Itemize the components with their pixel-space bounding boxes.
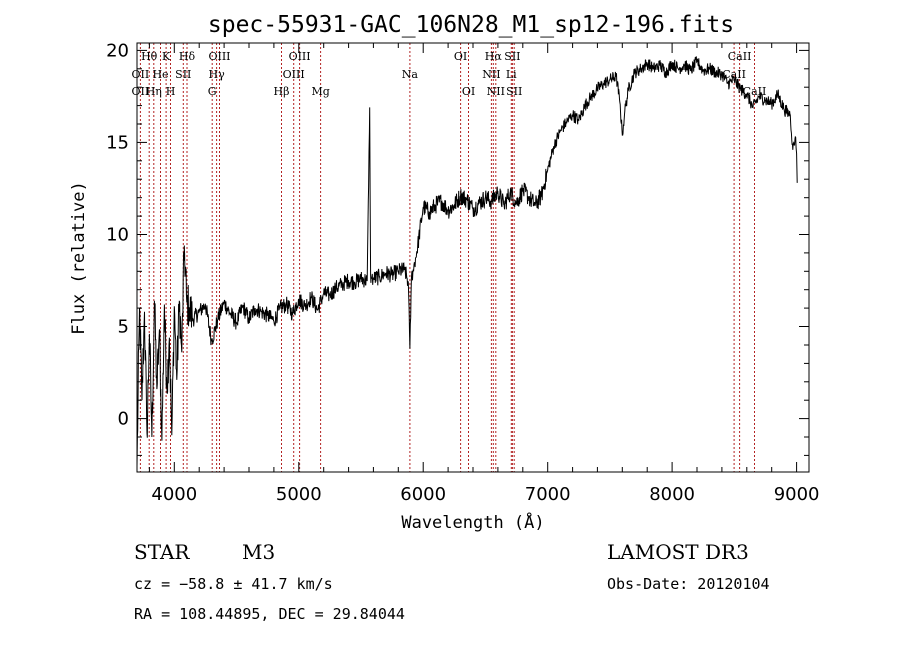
line-label: NII bbox=[487, 85, 505, 98]
x-tick-label: 6000 bbox=[400, 484, 446, 505]
line-label: CaII bbox=[728, 50, 752, 63]
line-label: Hδ bbox=[179, 50, 196, 63]
line-label: OIII bbox=[289, 50, 311, 63]
plot-frame bbox=[136, 42, 810, 473]
line-label: SII bbox=[175, 68, 191, 81]
line-label: Mg bbox=[311, 85, 329, 98]
chart-title: spec-55931-GAC_106N28_M1_sp12-196.fits bbox=[208, 12, 734, 38]
line-label: He bbox=[152, 68, 168, 81]
axis-ticks: 4000 5000 6000 7000 8000 9000 0 5 10 15 20 bbox=[106, 40, 819, 505]
x-tick-label: 7000 bbox=[525, 484, 571, 505]
x-tick-label: 5000 bbox=[276, 484, 322, 505]
y-tick-label: 10 bbox=[106, 225, 129, 246]
line-label: Hη bbox=[146, 85, 162, 98]
x-tick-label: 8000 bbox=[649, 484, 695, 505]
x-axis-label: Wavelength (Å) bbox=[401, 511, 544, 533]
line-label: Hα bbox=[485, 50, 503, 63]
line-label: OII bbox=[132, 68, 150, 81]
line-label: H bbox=[166, 85, 176, 98]
line-label: Na bbox=[402, 68, 419, 81]
y-tick-label: 15 bbox=[106, 132, 129, 153]
line-label: K bbox=[162, 50, 171, 63]
line-label: SII bbox=[504, 50, 520, 63]
line-label: OI bbox=[454, 50, 467, 63]
line-label: CaII bbox=[722, 68, 746, 81]
line-label: OII bbox=[132, 85, 150, 98]
redshift-text: cz = −58.8 ± 41.7 km/s bbox=[134, 575, 333, 593]
line-label: Hβ bbox=[274, 85, 290, 98]
line-label: SII bbox=[506, 85, 522, 98]
line-label: OI bbox=[462, 85, 475, 98]
line-label: OIII bbox=[208, 50, 230, 63]
x-tick-label: 9000 bbox=[774, 484, 820, 505]
survey-name: LAMOST DR3 bbox=[607, 540, 749, 564]
y-axis-label: Flux (relative) bbox=[69, 181, 89, 335]
object-class: STAR bbox=[134, 540, 190, 564]
obs-date: Obs-Date: 20120104 bbox=[607, 575, 770, 593]
line-label: NII bbox=[482, 68, 500, 81]
object-subclass: M3 bbox=[242, 540, 275, 564]
coordinates: RA = 108.44895, DEC = 29.84044 bbox=[134, 605, 405, 623]
y-tick-label: 0 bbox=[118, 409, 129, 430]
line-label: G bbox=[208, 85, 217, 98]
line-label: OIII bbox=[283, 68, 305, 81]
line-label: Li bbox=[506, 68, 517, 81]
line-marker-group bbox=[139, 43, 755, 472]
line-label: Hθ bbox=[141, 50, 158, 63]
y-tick-label: 5 bbox=[118, 317, 129, 338]
line-label: Hγ bbox=[209, 68, 226, 81]
y-tick-label: 20 bbox=[106, 40, 129, 61]
spectrum-line bbox=[136, 56, 798, 467]
x-tick-label: 4000 bbox=[151, 484, 197, 505]
